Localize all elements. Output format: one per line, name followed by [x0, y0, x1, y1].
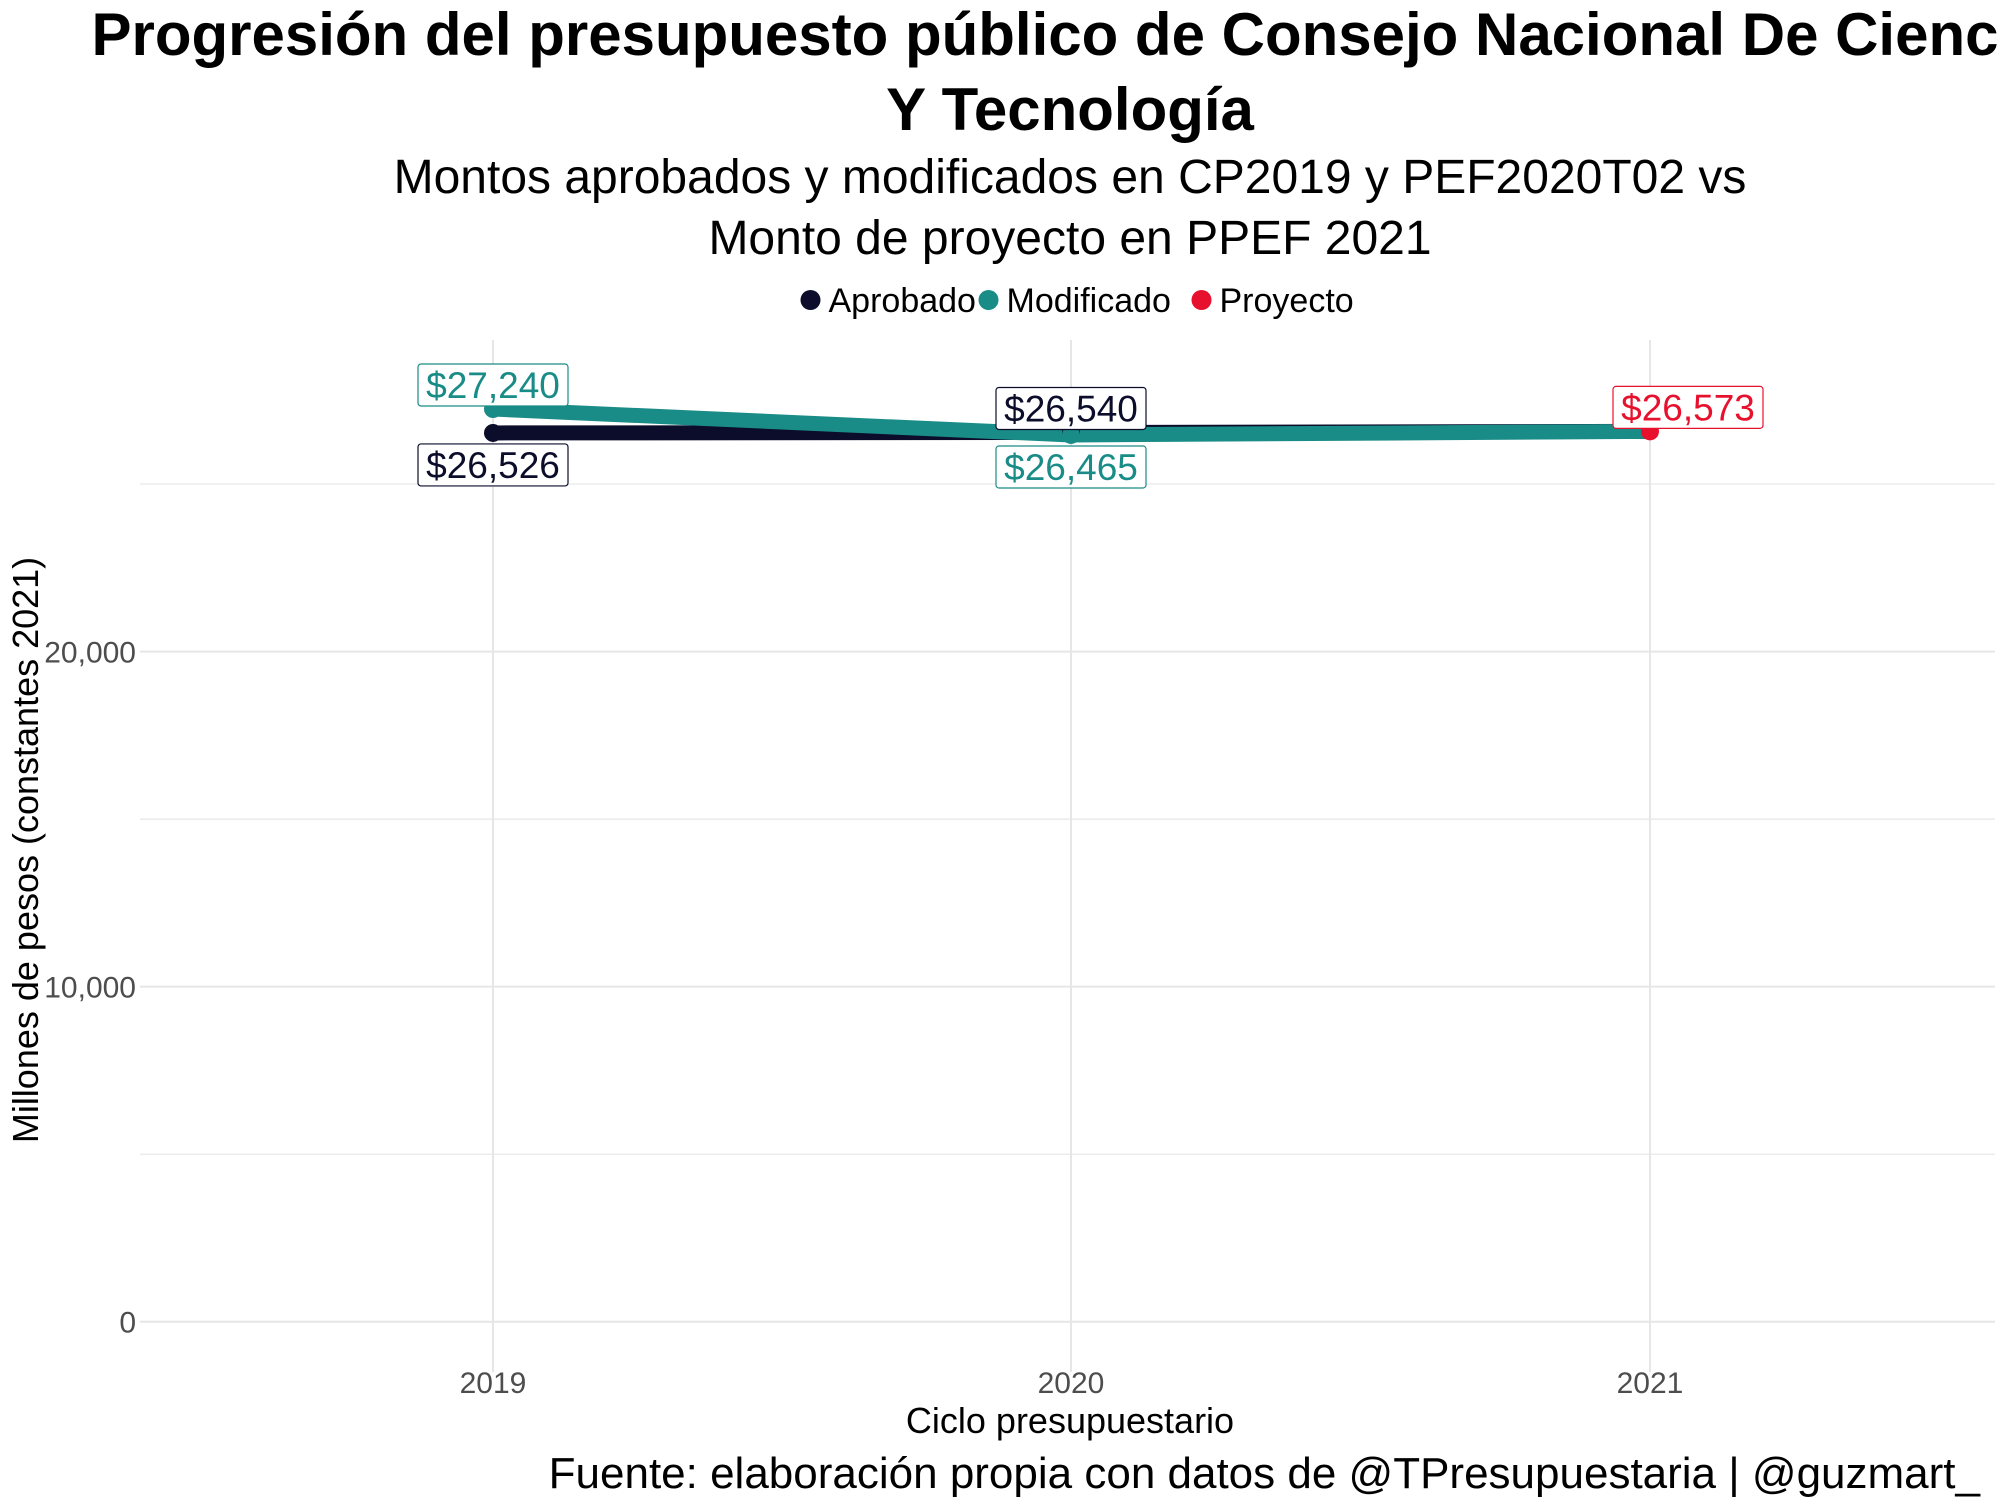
data-label-aprobado-2020: $26,540 — [996, 387, 1146, 429]
data-label-text: $26,573 — [1621, 387, 1755, 428]
legend-key — [1192, 290, 1212, 310]
y-tick-label: 10,000 — [44, 972, 136, 1005]
y-tick-label: 0 — [119, 1307, 136, 1340]
legend-key — [979, 290, 999, 310]
grid — [140, 340, 1995, 1372]
legend-item-proyecto: Proyecto — [1192, 282, 1354, 320]
legend-item-aprobado: Aprobado — [801, 282, 976, 320]
legend-label: Aprobado — [829, 282, 976, 320]
chart-title-line-2: Y Tecnología — [886, 76, 1254, 143]
legend-label: Proyecto — [1220, 282, 1354, 320]
data-label-text: $26,540 — [1004, 388, 1138, 429]
data-label-proyecto-2021: $26,573 — [1613, 386, 1763, 428]
legend-key — [801, 290, 821, 310]
data-label-text: $26,465 — [1004, 447, 1138, 488]
data-label-aprobado-2019: $26,526 — [418, 444, 568, 486]
chart-title-line-1: Progresión del presupuesto público de Co… — [91, 1, 2000, 68]
legend: Aprobado Modificado Proyecto — [801, 282, 1354, 320]
legend-item-modificado: Modificado — [979, 282, 1171, 320]
data-label-text: $27,240 — [426, 365, 560, 406]
chart-subtitle-line-1: Montos aprobados y modificados en CP2019… — [394, 151, 1747, 204]
x-tick-label: 2019 — [460, 1367, 527, 1400]
y-axis-title: Millones de pesos (constantes 2021) — [5, 557, 46, 1143]
data-label-modificado-2019: $27,240 — [418, 364, 568, 406]
x-tick-label: 2021 — [1617, 1367, 1684, 1400]
axis-ticks: 0 10,000 20,000 2019 2020 2021 — [44, 637, 1683, 1400]
legend-label: Modificado — [1007, 282, 1171, 320]
x-tick-label: 2020 — [1038, 1367, 1105, 1400]
data-label-modificado-2020: $26,465 — [996, 446, 1146, 488]
data-label-text: $26,526 — [426, 445, 560, 486]
point-aprobado-2019 — [484, 424, 502, 442]
chart-subtitle-line-2: Monto de proyecto en PPEF 2021 — [708, 212, 1431, 265]
caption: Fuente: elaboración propia con datos de … — [549, 1449, 1981, 1498]
y-tick-label: 20,000 — [44, 637, 136, 670]
x-axis-title: Ciclo presupuestario — [906, 1400, 1234, 1441]
